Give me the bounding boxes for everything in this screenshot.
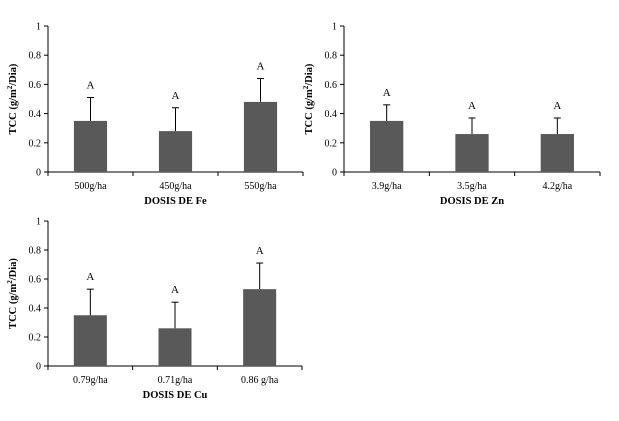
category-label: 550g/ha <box>244 181 277 192</box>
y-tick-label: 1 <box>332 22 337 33</box>
y-axis-title-part: TCC (g/m <box>304 89 315 134</box>
category-label: 0.79g/ha <box>73 375 108 386</box>
y-axis-title-superscript: 2 <box>6 85 14 89</box>
significance-label: A <box>171 284 179 296</box>
category-label: 450g/ha <box>159 181 192 192</box>
y-axis-title-part: TCC (g/m <box>8 283 19 328</box>
bar <box>73 315 107 366</box>
y-tick-label: 0.4 <box>325 109 338 120</box>
category-label: 0.86 g/ha <box>241 375 279 386</box>
category-label: 4.2g/ha <box>542 181 572 192</box>
significance-label: A <box>257 61 265 73</box>
y-tick-label: 0.4 <box>29 109 42 120</box>
y-tick-label: 1 <box>36 217 41 228</box>
y-axis-title: TCC (g/m2/Dia) <box>6 258 19 329</box>
y-tick-label: 1 <box>36 22 41 33</box>
y-axis-title-part: TCC (g/m <box>8 89 19 134</box>
significance-label: A <box>256 245 264 257</box>
significance-label: A <box>553 100 561 112</box>
y-tick-label: 0.6 <box>325 80 338 91</box>
y-tick-label: 0.6 <box>29 80 42 91</box>
chart-panel-1: 0 0.2 0.4 0.6 0.8 1 A 500g/ha A 450g/ha A 550g/ha DO… <box>6 22 304 207</box>
x-axis-title: DOSIS DE Fe <box>144 196 207 207</box>
y-tick-label: 0.8 <box>29 246 42 257</box>
significance-label: A <box>468 100 476 112</box>
category-label: 3.5g/ha <box>457 181 487 192</box>
y-tick-label: 0 <box>332 168 337 179</box>
chart-panel-3: 0 0.2 0.4 0.6 0.8 1 A 0.79g/ha A 0.71g/ha A 0.86 g/… <box>6 217 303 401</box>
y-axis-title-part: /Dia) <box>304 63 315 87</box>
category-label: 0.71g/ha <box>158 375 193 386</box>
bar <box>73 120 108 172</box>
y-axis-title-superscript: 2 <box>6 280 14 284</box>
y-axis-title: TCC (g/m2/Dia) <box>6 63 19 134</box>
y-tick-label: 0 <box>36 362 41 373</box>
y-axis-title: TCC (g/m2/Dia) <box>302 63 315 134</box>
category-label: 3.9g/ha <box>372 181 402 192</box>
x-axis-title: DOSIS DE Cu <box>143 390 208 401</box>
significance-label: A <box>87 80 95 92</box>
bar <box>540 134 574 172</box>
y-axis-title-part: /Dia) <box>8 258 19 282</box>
y-tick-label: 0 <box>36 168 41 179</box>
y-tick-label: 0.6 <box>29 275 42 286</box>
significance-label: A <box>172 90 180 102</box>
bar <box>243 101 278 172</box>
bar <box>370 120 404 172</box>
y-tick-label: 0.2 <box>325 138 338 149</box>
y-axis-title-superscript: 2 <box>302 85 310 89</box>
significance-label: A <box>383 87 391 99</box>
y-tick-label: 0.2 <box>29 333 42 344</box>
bar <box>455 134 489 172</box>
y-tick-label: 0.4 <box>29 304 42 315</box>
x-axis-title: DOSIS DE Zn <box>440 196 504 207</box>
bar <box>243 289 277 366</box>
bar <box>158 328 192 366</box>
y-axis-title-part: /Dia) <box>8 63 19 87</box>
significance-label: A <box>86 271 94 283</box>
category-label: 500g/ha <box>74 181 107 192</box>
y-tick-label: 0.8 <box>325 51 338 62</box>
bar <box>158 131 193 172</box>
chart-panel-2: 0 0.2 0.4 0.6 0.8 1 A 3.9g/ha A 3.5g/ha A 4.2g/ha DO… <box>302 22 601 207</box>
y-tick-label: 0.8 <box>29 51 42 62</box>
y-tick-label: 0.2 <box>29 138 42 149</box>
